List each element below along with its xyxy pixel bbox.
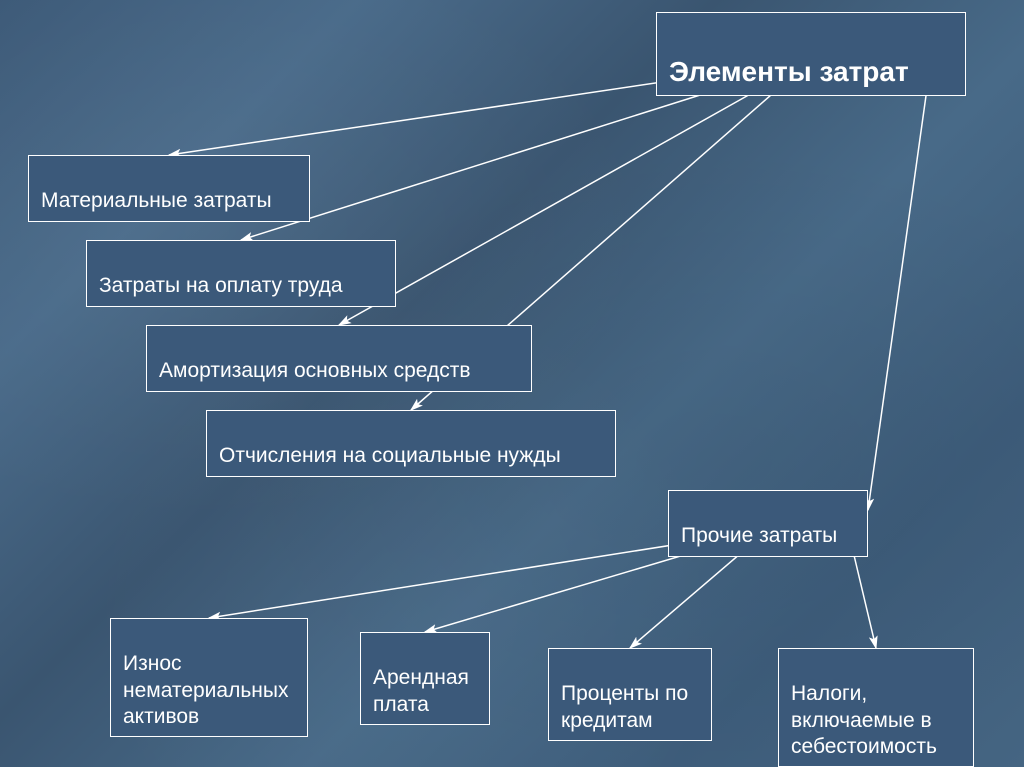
node-label: Проценты по кредитам xyxy=(561,682,688,731)
node-label: Износ нематериальных активов xyxy=(123,652,288,728)
node-material-costs: Материальные затраты xyxy=(28,155,310,222)
node-label: Отчисления на социальные нужды xyxy=(219,444,561,467)
node-intangible-wear: Износ нематериальных активов xyxy=(110,618,308,737)
title-label: Элементы затрат xyxy=(669,56,909,87)
node-social-deductions: Отчисления на социальные нужды xyxy=(206,410,616,477)
node-taxes: Налоги, включаемые в себестоимость xyxy=(778,648,974,767)
node-label: Прочие затраты xyxy=(681,524,837,547)
node-rent: Арендная плата xyxy=(360,632,490,725)
node-label: Материальные затраты xyxy=(41,189,272,212)
node-depreciation: Амортизация основных средств xyxy=(146,325,532,392)
diagram-canvas: Элементы затрат Материальные затраты Зат… xyxy=(0,0,1024,767)
node-label: Арендная плата xyxy=(373,666,469,715)
node-other-costs: Прочие затраты xyxy=(668,490,868,557)
title-box: Элементы затрат xyxy=(656,12,966,96)
node-label: Амортизация основных средств xyxy=(159,359,471,382)
node-credit-interest: Проценты по кредитам xyxy=(548,648,712,741)
node-labor-costs: Затраты на оплату труда xyxy=(86,240,396,307)
node-label: Затраты на оплату труда xyxy=(99,274,343,297)
node-label: Налоги, включаемые в себестоимость xyxy=(791,682,937,758)
